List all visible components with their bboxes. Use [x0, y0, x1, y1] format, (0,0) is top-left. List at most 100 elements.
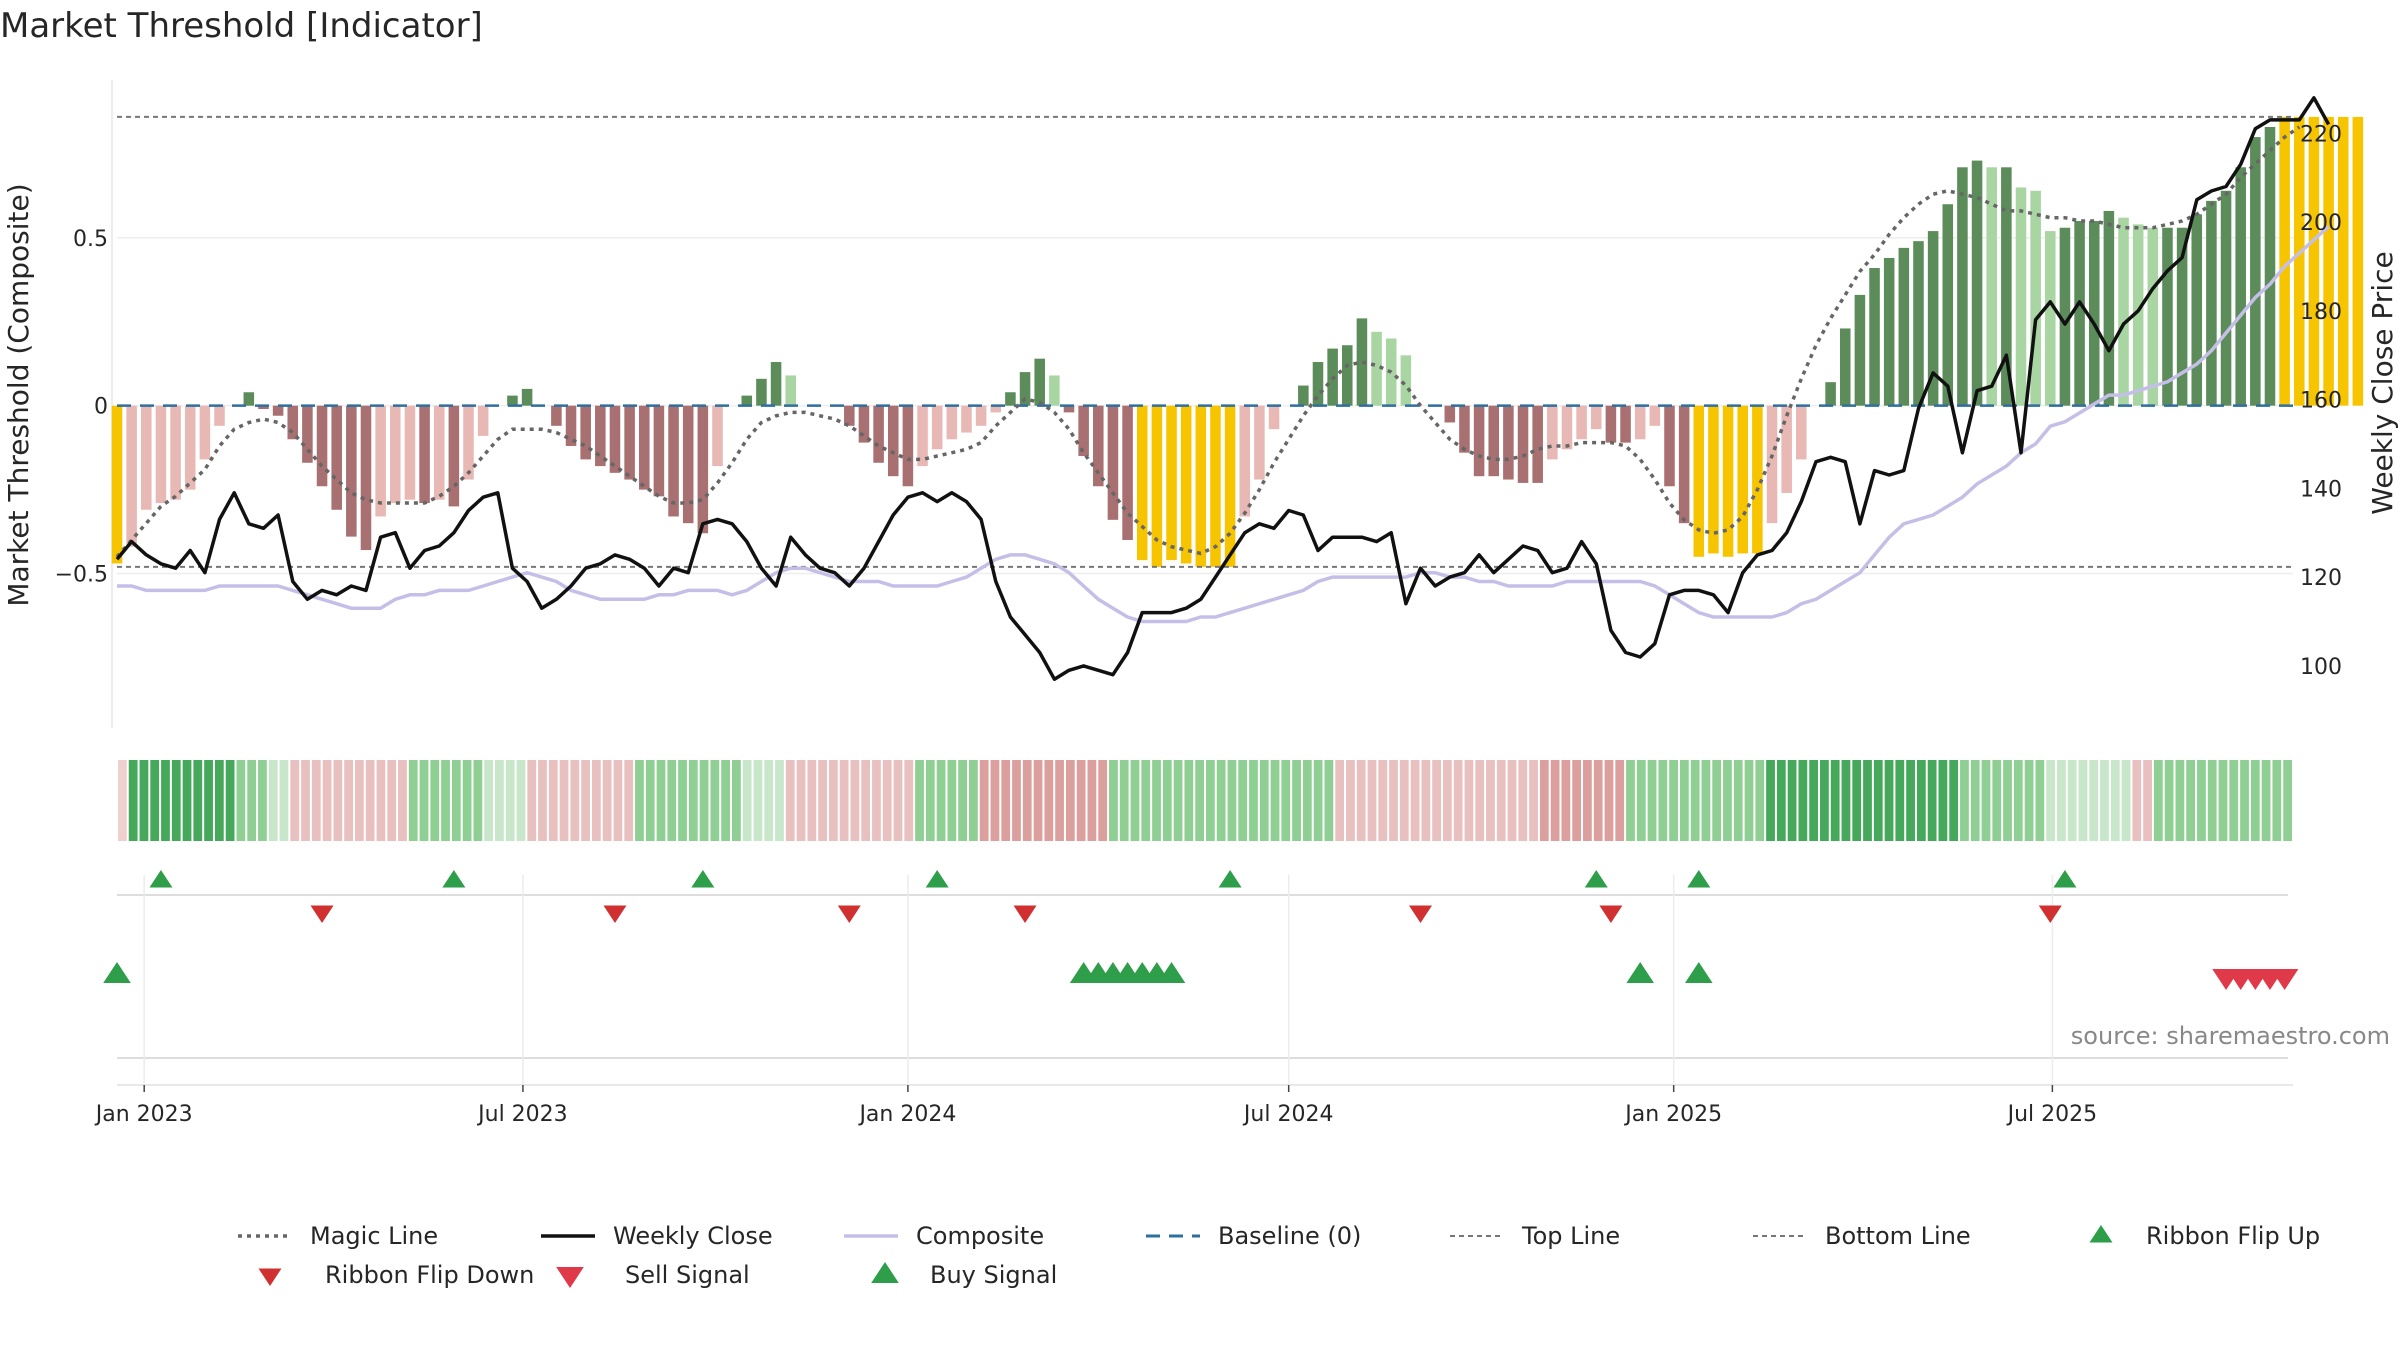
ribbon-cell	[1820, 760, 1829, 841]
ribbon-cell	[2035, 760, 2045, 841]
ribbon-cell	[1065, 760, 1075, 841]
composite-bar	[1180, 405, 1192, 564]
composite-bar	[1342, 345, 1353, 406]
legend-item: Magic Line	[238, 1222, 438, 1250]
composite-bar	[873, 405, 884, 463]
ribbon-cell	[161, 760, 170, 841]
ribbon-cell	[839, 760, 849, 841]
composite-bar	[199, 405, 211, 460]
composite-bar	[551, 405, 562, 426]
ribbon-cell	[150, 760, 160, 841]
composite-bar	[316, 405, 328, 487]
composite-bar	[1957, 167, 1968, 406]
ribbon-cell	[1733, 760, 1743, 841]
ribbon-cell	[1981, 760, 1991, 841]
buy-signal-marker	[103, 962, 131, 983]
composite-bar	[346, 405, 357, 537]
ribbon-cell	[398, 760, 407, 841]
ribbon-cell	[1216, 760, 1226, 841]
composite-bar	[126, 405, 137, 547]
reference-lines	[117, 115, 2293, 568]
ribbon-cell	[171, 760, 181, 841]
ribbon-cell	[2229, 760, 2239, 841]
left-y-tick-label: 0.5	[73, 227, 108, 252]
x-tick-label: Jul 2024	[1242, 1102, 1334, 1127]
composite-bar	[2132, 224, 2144, 406]
legend-swatch-icon	[258, 1268, 282, 1286]
ribbon-flip-up-marker	[1687, 870, 1711, 888]
ribbon-cell	[969, 760, 978, 841]
ribbon-cell	[936, 760, 946, 841]
ribbon-cell	[225, 760, 235, 841]
composite-bar	[1796, 405, 1807, 460]
composite-bar	[1517, 405, 1529, 483]
ribbon-cell	[785, 760, 795, 841]
ribbon-cell	[699, 760, 709, 841]
ribbon-cell	[1292, 760, 1301, 841]
legend-item: Sell Signal	[556, 1261, 750, 1289]
ribbon-cell	[818, 760, 827, 841]
ribbon-cell	[419, 760, 429, 841]
ribbon-cell	[1442, 760, 1452, 841]
composite-bar	[580, 405, 591, 460]
legend-swatch-icon	[871, 1262, 899, 1283]
composite-bar	[302, 405, 313, 463]
ribbon-cell	[1744, 760, 1754, 841]
composite-bar	[1268, 405, 1280, 430]
legend-item: Buy Signal	[871, 1261, 1057, 1289]
ribbon-cell	[408, 760, 418, 841]
composite-bar	[1371, 331, 1382, 406]
ribbon-cell	[1281, 760, 1291, 841]
ribbon-cell	[958, 760, 968, 841]
magic-line	[115, 125, 2301, 558]
ribbon-cell	[484, 760, 494, 841]
composite-bar	[1503, 405, 1514, 480]
right-y-tick-label: 140	[2300, 477, 2342, 502]
x-ticks: Jan 2023 Jul 2023 Jan 2024 Jul 2024 Jan 2025…	[94, 1085, 2097, 1127]
right-y-tick-label: 160	[2300, 389, 2342, 414]
composite-bar	[1151, 405, 1163, 567]
ribbon-cell	[1798, 760, 1808, 841]
composite-bar	[287, 405, 299, 440]
ribbon-cell	[441, 760, 450, 841]
legend-item: Composite	[844, 1222, 1044, 1250]
ribbon-cell	[1583, 760, 1592, 841]
composite-bar	[2323, 116, 2334, 406]
legend-label: Ribbon Flip Up	[2146, 1222, 2320, 1250]
ribbon-cell	[1475, 760, 1485, 841]
ribbon-cell	[1604, 760, 1614, 841]
composite-bar	[1561, 405, 1573, 450]
ribbon-cell	[193, 760, 203, 841]
composite-bar	[902, 405, 914, 487]
composite-bar	[1971, 160, 1983, 406]
ribbon-cell	[2283, 760, 2292, 841]
ribbon-cell	[2089, 760, 2099, 841]
x-tick-label: Jan 2023	[94, 1102, 193, 1127]
ribbon-cell	[1259, 760, 1269, 841]
composite-bar	[2015, 187, 2027, 406]
composite-bar	[507, 395, 518, 406]
legend-label: Buy Signal	[930, 1261, 1057, 1289]
composite-bars	[111, 116, 2364, 567]
composite-bar	[2045, 231, 2056, 406]
ribbon-flip-down-marker	[2038, 905, 2062, 923]
legend-label: Top Line	[1521, 1222, 1620, 1250]
composite-bar	[2235, 167, 2246, 406]
composite-bar	[390, 405, 401, 504]
ribbon-cell	[365, 760, 375, 841]
ribbon-cell	[1561, 760, 1571, 841]
left-y-tick-label: −0.5	[55, 563, 108, 588]
ribbon-cell	[2100, 760, 2109, 841]
legend-label: Magic Line	[310, 1222, 438, 1250]
x-tick-label: Jan 2024	[857, 1102, 956, 1127]
ribbon-cell	[1572, 760, 1582, 841]
ribbon-cell	[268, 760, 278, 841]
right-y-tick-label: 100	[2300, 655, 2342, 680]
ribbon-cell	[2186, 760, 2196, 841]
ribbon-flip-down-marker	[1409, 905, 1433, 923]
composite-bar	[565, 405, 577, 446]
composite-bar	[1298, 385, 1309, 406]
ribbon-cell	[139, 760, 149, 841]
ribbon-cell	[1992, 760, 2002, 841]
ribbon-cell	[290, 760, 300, 841]
